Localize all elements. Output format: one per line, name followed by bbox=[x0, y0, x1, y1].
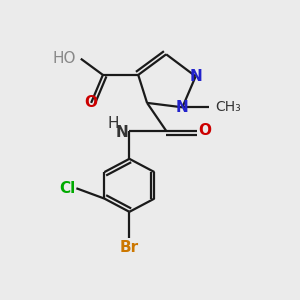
Text: N: N bbox=[189, 69, 202, 84]
Text: Cl: Cl bbox=[59, 181, 76, 196]
Text: H: H bbox=[107, 116, 119, 131]
Text: Br: Br bbox=[120, 240, 139, 255]
Text: CH₃: CH₃ bbox=[215, 100, 241, 114]
Text: N: N bbox=[176, 100, 189, 115]
Text: HO: HO bbox=[53, 51, 76, 66]
Text: N: N bbox=[116, 125, 128, 140]
Text: O: O bbox=[85, 95, 98, 110]
Text: O: O bbox=[198, 123, 211, 138]
